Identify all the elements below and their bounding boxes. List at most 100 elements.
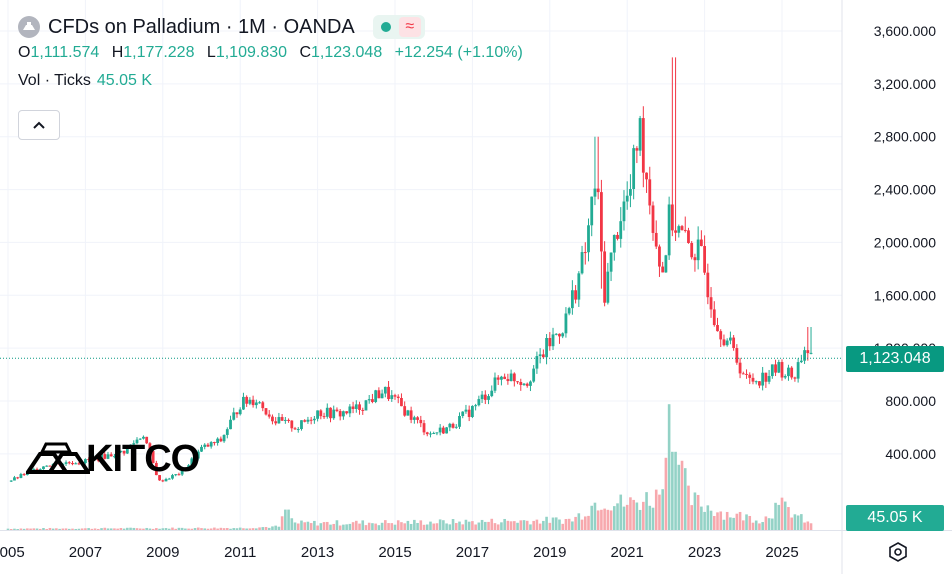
wave-icon[interactable]: ≈ [398, 17, 421, 37]
candle-body [374, 390, 378, 402]
candle-body [151, 451, 155, 463]
volume-bar [258, 527, 261, 530]
volume-bar [29, 528, 32, 530]
last-price-badge: 1,123.048 [846, 346, 944, 372]
candle-body [351, 406, 355, 409]
symbol-title[interactable]: CFDs on Palladium · 1M · OANDA [48, 15, 355, 38]
volume-bar [671, 451, 674, 530]
candle-body [654, 232, 658, 247]
volume-bar [293, 522, 297, 530]
candle-body [516, 381, 519, 383]
volume-bar [800, 514, 803, 530]
candle-body [300, 420, 303, 430]
candle-body [580, 252, 584, 274]
volume-bar [377, 525, 381, 530]
volume-bar [496, 524, 500, 530]
volume-bar [290, 518, 294, 530]
candle-body [612, 234, 616, 253]
candle-body [690, 243, 694, 258]
candle-body [809, 352, 813, 354]
volume-label[interactable]: Vol · Ticks [18, 72, 91, 89]
candle-body [500, 376, 503, 380]
volume-bar [316, 525, 319, 530]
time-tick-label: 2019 [533, 544, 566, 561]
volume-bar [206, 528, 210, 530]
candle-body [683, 229, 687, 231]
candle-body [116, 450, 120, 457]
market-status-pill[interactable]: ≈ [372, 15, 425, 39]
volume-bar [238, 527, 242, 530]
candle-body [390, 395, 394, 400]
volume-bar [84, 528, 87, 530]
candle-body [319, 410, 323, 417]
candle-body [561, 333, 565, 337]
candle-body [667, 204, 671, 256]
price-tick-label: 2,000.000 [874, 234, 936, 250]
volume-bar [193, 528, 197, 530]
candle-body [203, 444, 207, 447]
volume-bar [213, 527, 216, 530]
volume-bar [313, 520, 316, 530]
volume-bar [226, 528, 229, 530]
candle-body [361, 409, 365, 411]
volume-bar [90, 528, 94, 530]
candle-body [471, 405, 474, 417]
volume-bar [771, 518, 774, 530]
volume-bar [229, 528, 232, 530]
volume-bar [174, 528, 177, 530]
candle-body [138, 438, 142, 440]
volume-bar [264, 526, 268, 530]
candle-body [596, 188, 600, 193]
volume-bar [119, 527, 123, 530]
candle-body [306, 419, 310, 422]
collapse-legend-button[interactable] [18, 110, 60, 140]
candle-body [177, 474, 181, 476]
volume-bar [319, 523, 323, 530]
volume-value: 45.05 K [96, 72, 153, 89]
volume-bar [122, 528, 126, 530]
kitco-watermark: KITCO [26, 438, 200, 481]
candle-body [799, 360, 803, 363]
volume-bar [177, 527, 181, 530]
candle-body [238, 409, 242, 415]
volume-bar [716, 512, 719, 530]
volume-bar [616, 503, 619, 530]
candle-body [729, 337, 732, 341]
candle-body [64, 462, 68, 464]
volume-bar [809, 523, 813, 530]
candle-body [396, 396, 400, 399]
candle-body [406, 410, 410, 416]
volume-bar [654, 489, 658, 530]
volume-bar [13, 528, 16, 530]
candle-body [235, 412, 239, 415]
candle-body [232, 412, 236, 420]
volume-bar [803, 522, 806, 530]
chart-settings-button[interactable] [886, 540, 910, 564]
volume-bar [306, 521, 310, 530]
volume-bar [609, 510, 613, 530]
candle-body [9, 480, 13, 482]
candle-body [751, 377, 755, 382]
volume-bar [445, 523, 448, 530]
candle-body [803, 350, 806, 361]
candle-body [574, 290, 577, 300]
volume-bar [48, 527, 52, 530]
high-label: H [111, 44, 124, 61]
candle-body [570, 290, 574, 309]
candle-body [164, 479, 168, 482]
time-tick-label: 2007 [69, 544, 102, 561]
volume-bar [367, 522, 371, 530]
time-tick-label: 2025 [765, 544, 798, 561]
volume-bar [577, 513, 581, 530]
candle-body [651, 205, 655, 233]
candle-body [635, 148, 639, 151]
palladium-symbol-icon[interactable] [18, 16, 40, 38]
volume-bar [300, 520, 303, 530]
candle-body [125, 447, 129, 454]
candle-body [464, 409, 468, 412]
volume-bar [500, 522, 503, 530]
volume-bar [677, 464, 681, 530]
candle-body [625, 195, 629, 202]
